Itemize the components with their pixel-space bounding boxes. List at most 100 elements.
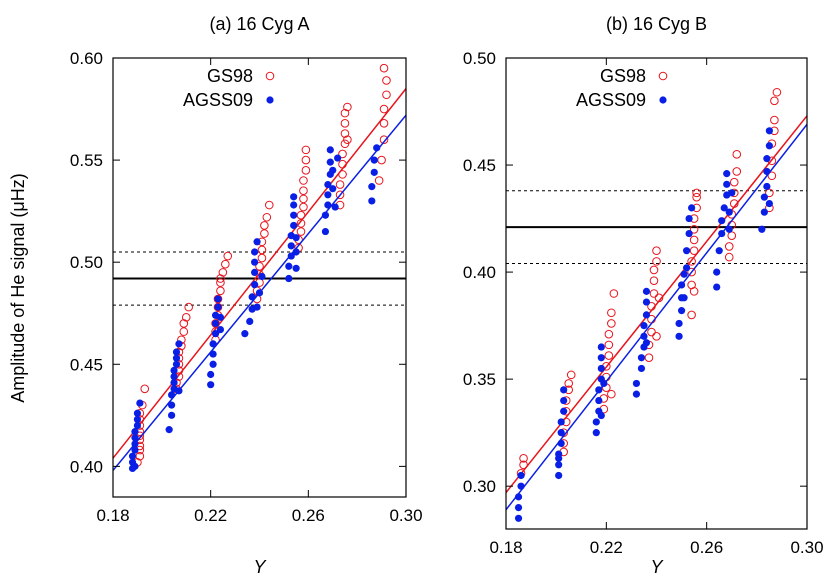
chart-1-x-tick-label: 0.22 — [590, 538, 623, 557]
chart-0-series-gs98-point — [301, 155, 311, 165]
chart-1-series-agss09-point — [763, 155, 771, 163]
chart-0-series-agss09-point — [258, 272, 266, 281]
chart-1-series-agss09-point — [560, 407, 568, 415]
chart-0-series-gs98-point — [181, 313, 191, 322]
chart-1-series-gs98-point — [770, 115, 779, 125]
chart-0-series-agss09-point — [172, 354, 181, 362]
chart-0-series-gs98-point — [340, 129, 350, 138]
chart-0-series-gs98-point — [296, 227, 306, 236]
chart-0-y-tick-label: 0.45 — [70, 355, 103, 374]
chart-0-series-agss09-point — [287, 242, 295, 250]
chart-0-plot-area — [113, 63, 406, 473]
chart-1-series-agss09-point — [688, 204, 696, 212]
chart-0-legend-label: GS98 — [207, 66, 253, 86]
chart-1-series-agss09-point — [675, 332, 683, 340]
chart-1-legend-label: AGSS09 — [576, 90, 646, 110]
chart-1-series-agss09-point — [760, 193, 768, 201]
chart-0-series-gs98-point — [211, 319, 220, 328]
chart-1-series-agss09-point — [514, 503, 523, 512]
chart-0-series-gs98-point — [382, 76, 391, 85]
chart-1-series-gs98-point — [607, 308, 616, 318]
chart-1-series-agss09-point — [765, 199, 773, 208]
chart-1-series-gs98-point — [692, 188, 701, 198]
shared-y-axis-title: Amplitude of He signal (μHz) — [8, 173, 28, 402]
chart-1-series-agss09-point — [715, 247, 723, 255]
chart-0-series-agss09-point — [321, 211, 330, 219]
chart-0-series-agss09-point — [209, 360, 217, 368]
chart-0-legend-marker — [266, 96, 274, 104]
chart-1-series-agss09-point — [597, 343, 605, 351]
chart-0-series-agss09-point — [292, 234, 300, 242]
chart-1-series-gs98-point — [649, 276, 659, 285]
chart-0-series-agss09-point — [168, 411, 176, 419]
chart-1-series-agss09-point — [600, 379, 608, 388]
chart-1-series-gs98-point — [607, 319, 616, 328]
chart-1-series-agss09-point — [640, 322, 648, 330]
chart-0-series-agss09-point — [175, 387, 183, 395]
chart-0-y-tick-label: 0.55 — [70, 151, 103, 170]
chart-1-series-agss09-point — [725, 208, 733, 216]
chart-0-series-agss09-point — [373, 144, 381, 152]
chart-1-series-gs98-point — [724, 252, 734, 262]
chart-0-series-gs98-point — [296, 219, 306, 228]
chart-0-x-tick-label: 0.18 — [96, 506, 129, 525]
chart-1-series-agss09-point — [514, 493, 523, 501]
chart-0-series-agss09-point — [211, 319, 220, 328]
chart-1-x-tick-label: 0.18 — [489, 538, 522, 557]
chart-0-series-agss09-point — [370, 156, 378, 164]
chart-1-series-gs98-point — [649, 289, 659, 298]
chart-0-series-agss09-point — [136, 399, 144, 407]
chart-1-x-tick-label: 0.26 — [690, 538, 723, 557]
chart-0-series-agss09-point — [131, 434, 139, 442]
chart-0-series-gs98-point — [179, 319, 189, 328]
chart-1-series-gs98-point — [654, 293, 664, 303]
chart-0-series-gs98-point — [301, 166, 311, 175]
chart-0-series-agss09-point — [241, 330, 249, 338]
chart-0-series-agss09-point — [214, 295, 222, 303]
chart-0-series-gs98-point — [379, 119, 389, 128]
chart-1-series-agss09-point — [555, 461, 563, 469]
chart-0-series-gs98-point — [255, 261, 264, 271]
chart-1-series-gs98-point — [649, 265, 659, 275]
chart-0-series-agss09-point — [216, 313, 225, 321]
chart-0-series-agss09-point — [324, 191, 332, 199]
chart-1-series-gs98-point — [652, 257, 661, 266]
chart-0-series-agss09-point — [368, 183, 376, 191]
chart-1-series-agss09-point — [720, 204, 728, 212]
chart-1-series-agss09-point — [765, 127, 773, 135]
chart-0-series-agss09-point — [321, 227, 330, 236]
chart-1-series-agss09-point — [514, 514, 523, 522]
chart-1-series-gs98-point — [689, 246, 699, 255]
chart-1-plot-area — [506, 87, 807, 522]
chart-0-series-agss09-point — [170, 379, 178, 387]
chart-0-series-gs98-point — [299, 186, 308, 196]
chart-0-series-gs98-point — [340, 139, 350, 149]
chart-0-series-agss09-point — [329, 185, 337, 193]
chart-1-legend: GS98 AGSS09 — [576, 66, 668, 110]
chart-1-series-gs98-point — [687, 310, 696, 320]
chart-1-series-gs98-point — [765, 188, 774, 198]
chart-0-series-agss09-point — [285, 262, 293, 270]
chart-0-series-agss09-point — [172, 348, 181, 356]
chart-1-series-agss09-point — [718, 229, 726, 238]
chart-1-series-agss09-point — [637, 354, 646, 362]
chart-1-series-gs98-point — [687, 267, 696, 277]
chart-1-series-agss09-point — [597, 364, 605, 373]
chart-1-series-gs98-point — [647, 302, 656, 311]
panel-a: (a) 16 Cyg A 0.18 0.22 0.26 0.30 0.40 0.45 0.50… — [70, 14, 423, 577]
chart-0-series-gs98 — [113, 63, 406, 467]
panel-b: (b) 16 Cyg B 0.18 0.22 0.26 0.30 0.30 0.35 0.40… — [463, 14, 824, 577]
chart-1-series-gs98-point — [647, 327, 656, 337]
chart-1-series-agss09-point — [595, 386, 603, 394]
chart-1-legend-marker — [659, 96, 667, 104]
chart-0-y-tick-label: 0.60 — [70, 49, 103, 68]
chart-0-series-agss09-point — [209, 340, 217, 348]
chart-1-series-gs98-point — [729, 177, 739, 187]
chart-1-series-gs98-point — [566, 370, 576, 380]
chart-0-series-gs98-point — [335, 180, 345, 189]
chart-0-series-gs98-point — [260, 229, 269, 238]
chart-1-series-gs98-point — [609, 289, 619, 298]
chart-1-legend-label: GS98 — [600, 66, 646, 86]
chart-0-series-gs98-point — [299, 194, 308, 204]
chart-1-y-tick-label: 0.45 — [463, 156, 496, 175]
